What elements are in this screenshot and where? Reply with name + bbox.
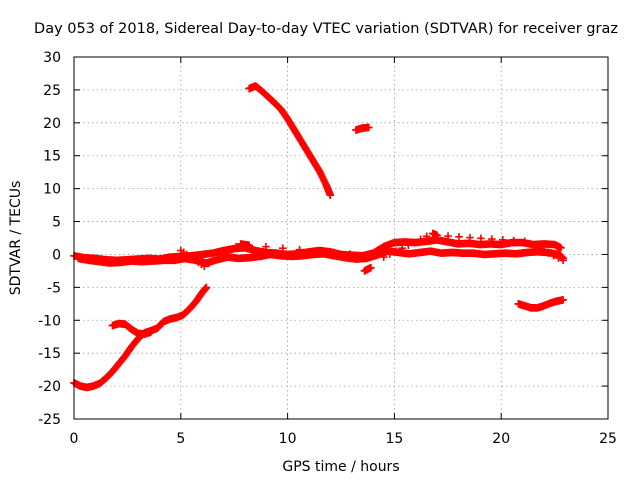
data-point-spikes	[455, 233, 463, 241]
data-point-spikes	[205, 259, 213, 268]
x-tick-label: 5	[176, 431, 185, 447]
x-tick-label: 0	[70, 431, 79, 447]
data-point-spikes	[520, 237, 529, 246]
data-point-spikes	[499, 236, 507, 244]
data-point-spikes	[488, 235, 496, 243]
x-tick-label: 10	[279, 431, 297, 447]
y-tick-label: -25	[38, 412, 61, 428]
plot-frame	[73, 56, 609, 420]
y-tick-label: -5	[47, 280, 61, 296]
data-point-spikes	[223, 248, 231, 257]
data-point-spikes	[363, 251, 371, 260]
data-point-spikes	[346, 250, 354, 258]
data-point-spikes	[549, 251, 558, 260]
data-point-spikes	[410, 238, 419, 247]
y-tick-label: 10	[43, 182, 61, 198]
data-point-spikes	[227, 245, 236, 254]
data-point-spikes	[398, 244, 406, 253]
data-point-spikes	[245, 241, 253, 250]
data-point-spikes	[444, 232, 452, 240]
data-point-spikes	[422, 232, 431, 241]
data-point-spikes	[392, 247, 400, 255]
x-tick-labels: 0 5 10 15 20 25	[70, 431, 617, 447]
x-tick-label: 20	[492, 431, 510, 447]
y-tick-label: 30	[43, 50, 61, 66]
axis-ticks	[73, 56, 609, 420]
y-tick-label: -15	[38, 346, 61, 362]
data-point-spikes	[232, 242, 240, 251]
x-axis-label: GPS time / hours	[282, 459, 399, 475]
data-point-spikes	[530, 242, 539, 250]
y-tick-label: 20	[43, 116, 61, 132]
y-tick-label: 0	[52, 247, 61, 263]
y-tick-label: 25	[43, 83, 61, 99]
data-point-spikes	[278, 244, 287, 253]
data-point-spikes	[477, 234, 485, 243]
data-point-spikes	[329, 248, 338, 257]
data-point-spikes	[295, 245, 304, 254]
data-points	[70, 82, 567, 392]
y-tick-label: -10	[38, 313, 61, 329]
y-tick-label: -20	[38, 379, 61, 395]
data-point-spikes	[379, 253, 388, 261]
data-point-track-b	[147, 328, 155, 336]
data-point-band-upper	[557, 244, 565, 252]
data-point-spikes	[525, 239, 534, 248]
data-point-spikes	[209, 256, 218, 265]
data-point-spikes	[509, 236, 518, 245]
y-axis-label: SDTVAR / TECUs	[8, 181, 24, 296]
grid-lines	[74, 57, 608, 419]
data-point-spikes	[559, 256, 567, 265]
data-point-track-c	[326, 191, 335, 200]
data-point-spikes	[416, 235, 425, 244]
data-point-track-f	[559, 296, 567, 304]
data-point-spikes	[540, 247, 548, 255]
data-point-spikes	[312, 247, 321, 255]
data-point-track-e	[367, 263, 375, 272]
data-point-spikes	[466, 233, 474, 242]
data-point-spikes	[386, 250, 394, 258]
data-point-spikes	[544, 249, 553, 258]
data-point-spikes	[535, 244, 543, 253]
data-point-spikes	[554, 254, 563, 262]
x-tick-label: 15	[385, 431, 403, 447]
data-point-track-a	[202, 283, 211, 292]
y-tick-labels: -25 -20 -15 -10 -5 0 5 10 15 20 25 30	[38, 50, 61, 428]
data-point-spikes	[262, 242, 270, 251]
data-point-spikes	[200, 262, 209, 271]
data-point-spikes	[404, 241, 413, 250]
data-point-spikes	[433, 231, 441, 240]
data-point-spikes	[218, 251, 227, 259]
data-point-spikes	[214, 254, 222, 262]
data-point-track-d	[364, 123, 373, 132]
chart-title: Day 053 of 2018, Sidereal Day-to-day VTE…	[34, 21, 618, 37]
y-tick-label: 15	[43, 149, 61, 165]
y-tick-label: 5	[52, 215, 61, 231]
x-tick-label: 25	[599, 431, 617, 447]
